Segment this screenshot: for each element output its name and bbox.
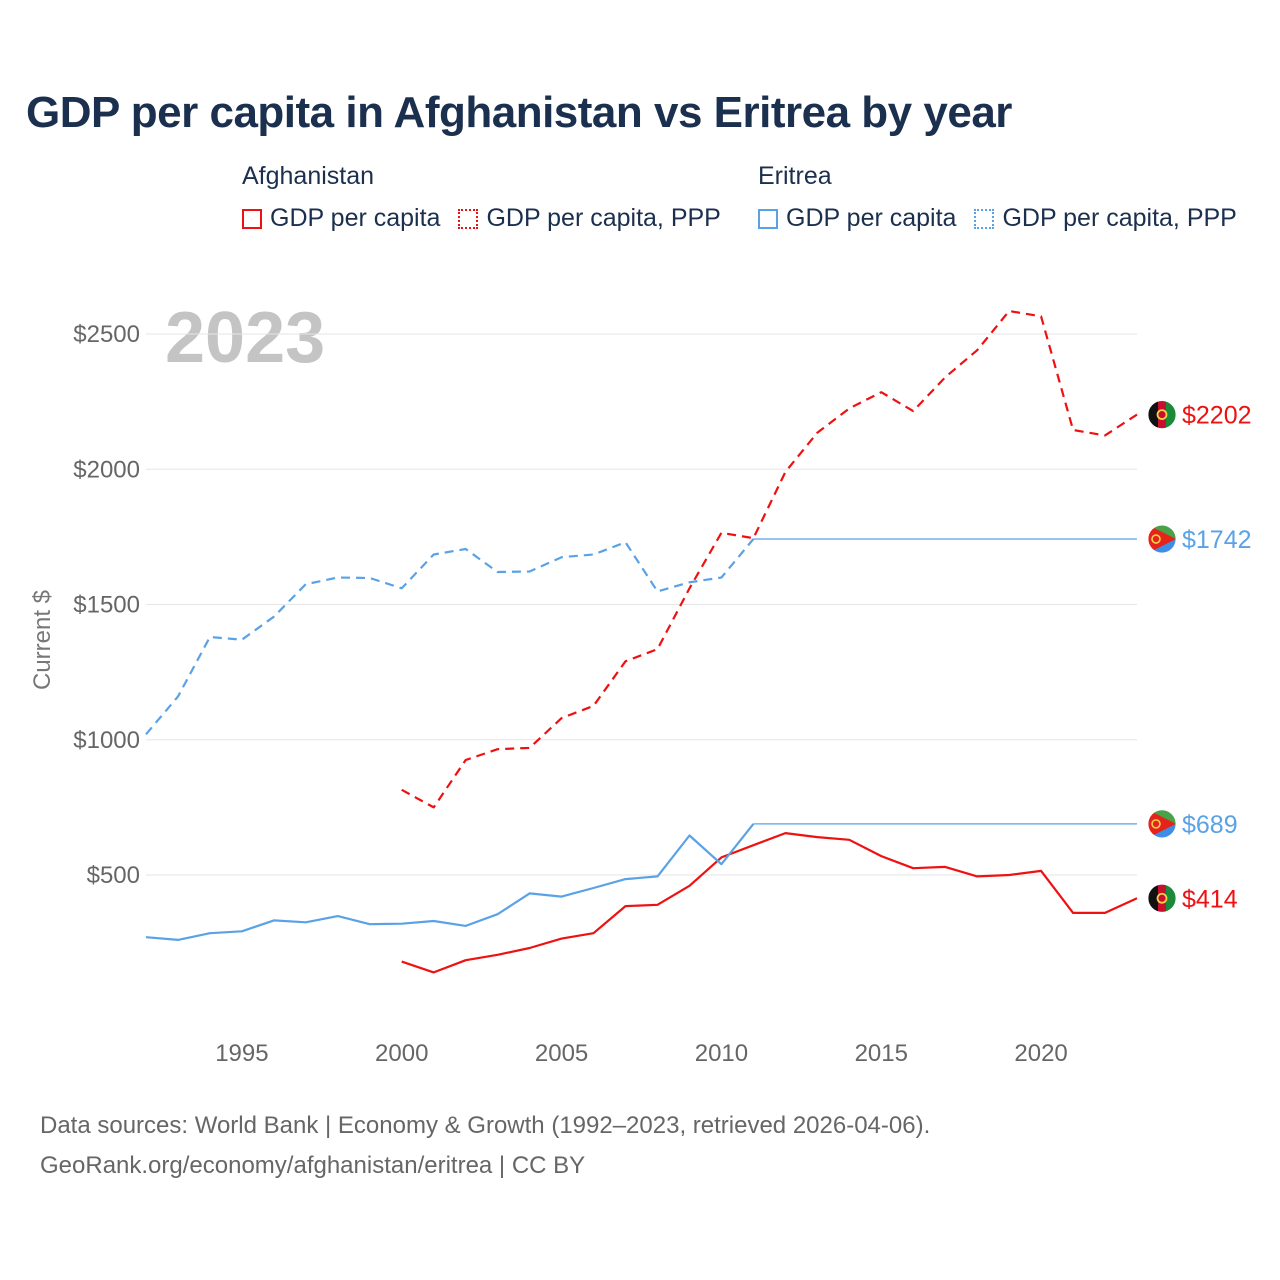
end-value-label: $689 — [1182, 811, 1238, 839]
legend-label: GDP per capita — [786, 204, 957, 232]
series-line — [145, 823, 755, 942]
legend-group-name: Afghanistan — [242, 162, 375, 190]
legend-group-afghanistan: Afghanistan GDP per capita GDP per capit… — [242, 162, 739, 233]
legend-swatch-solid — [242, 208, 262, 229]
legend-item-afghanistan-gdp[interactable]: GDP per capita — [242, 204, 440, 233]
line-chart: 2023 Current $ $500$1000$1500$2000$2500 … — [29, 298, 1252, 1067]
end-value-label: $2202 — [1182, 402, 1252, 430]
series-line — [401, 309, 1138, 809]
legend-group-eritrea: Eritrea GDP per capita GDP per capita, P… — [758, 162, 1255, 233]
end-flag-icon — [1147, 809, 1177, 839]
x-tick-label: 2005 — [535, 1040, 588, 1067]
x-tick-label: 2015 — [855, 1040, 908, 1067]
series-line — [401, 831, 1138, 974]
legend-label: GDP per capita, PPP — [486, 204, 721, 232]
legend-label: GDP per capita — [270, 204, 441, 232]
y-tick-label: $2000 — [73, 456, 140, 483]
source-line-1: Data sources: World Bank | Economy & Gro… — [40, 1112, 931, 1139]
source-note: Data sources: World Bank | Economy & Gro… — [40, 1106, 930, 1186]
end-flag-icon — [1147, 883, 1177, 913]
legend-label: GDP per capita, PPP — [1002, 204, 1237, 232]
y-axis-label: Current $ — [29, 590, 56, 690]
end-flag-icon — [1147, 400, 1177, 430]
legend-swatch-solid — [758, 208, 778, 229]
source-line-2[interactable]: GeoRank.org/economy/afghanistan/eritrea … — [40, 1152, 586, 1179]
year-label: 2023 — [165, 298, 325, 378]
end-flag-icon — [1147, 524, 1177, 554]
y-tick-label: $2500 — [73, 321, 140, 348]
x-tick-label: 1995 — [215, 1040, 268, 1067]
legend-swatch-dotted — [458, 208, 479, 229]
y-tick-label: $1500 — [73, 592, 140, 619]
series-line — [145, 538, 755, 736]
legend-item-eritrea-gdp[interactable]: GDP per capita — [758, 204, 956, 233]
x-tick-label: 2020 — [1014, 1040, 1067, 1067]
end-value-label: $1742 — [1182, 526, 1252, 554]
y-tick-label: $500 — [87, 862, 140, 889]
end-value-label: $414 — [1182, 885, 1238, 913]
x-tick-label: 2010 — [695, 1040, 748, 1067]
x-tick-label: 2000 — [375, 1040, 428, 1067]
legend-swatch-dotted — [974, 208, 995, 229]
legend-group-name: Eritrea — [758, 162, 832, 190]
legend-item-afghanistan-gdp-ppp[interactable]: GDP per capita, PPP — [458, 204, 721, 233]
legend-item-eritrea-gdp-ppp[interactable]: GDP per capita, PPP — [974, 204, 1237, 233]
chart-title: GDP per capita in Afghanistan vs Eritrea… — [26, 88, 1012, 137]
y-tick-label: $1000 — [73, 727, 140, 754]
